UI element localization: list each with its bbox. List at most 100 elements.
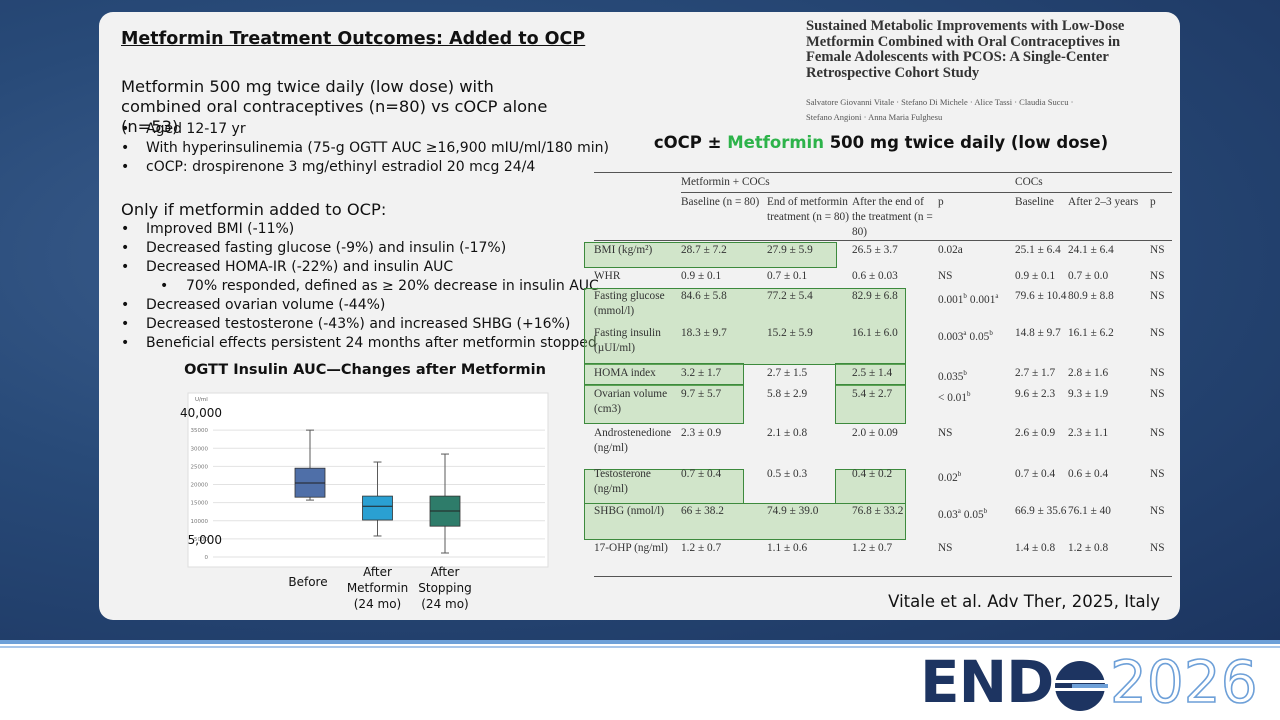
table-cell: 2.8 ± 1.6	[1068, 366, 1109, 379]
y-tick-label: 35000	[191, 428, 209, 434]
bullet-dot: •	[121, 335, 130, 351]
p-sup: b	[963, 368, 967, 377]
table-cell: NS	[1150, 269, 1165, 282]
x-tick-label: Before	[288, 575, 328, 589]
p-part: 0.001a	[970, 289, 999, 308]
table-cell: 2.7 ± 1.5	[767, 366, 808, 379]
table-cell: 77.2 ± 5.4	[767, 289, 813, 302]
x-tick-label: After Metformin (24 mo)	[346, 565, 409, 611]
bullet-dot: •	[121, 221, 130, 237]
p-value: 0.035b	[938, 364, 1009, 385]
table-row: Ovarian volume (cm3) 9.7 ± 5.7 5.8 ± 2.9 5.…	[594, 385, 1172, 424]
table-row: BMI (kg/m²) 28.7 ± 7.2 27.9 ± 5.9 26.5 ± 3.…	[594, 241, 1172, 267]
table-row: 17-OHP (ng/ml) 1.2 ± 0.7 1.1 ± 0.6 1.2 ± 0.…	[594, 539, 1173, 577]
table-row: WHR 0.9 ± 0.1 0.7 ± 0.1 0.6 ± 0.03 NS 0.9 ± 0…	[594, 267, 1172, 287]
title-part: cOCP ±	[653, 133, 728, 152]
table-cell: 2.3 ± 1.1	[1068, 426, 1109, 439]
p-sup: b	[966, 389, 971, 398]
table-cell: 0.7 ± 0.4	[1015, 467, 1056, 480]
table-cell: NS	[1150, 504, 1165, 517]
table-cell: 0.7 ± 0.4	[681, 467, 722, 480]
table-cell: 0.7 ± 0.1	[767, 269, 808, 282]
bullet-dot: •	[121, 240, 130, 256]
x-tick-label: After Stopping (24 mo)	[418, 565, 472, 611]
row-label: Androstenedione (ng/ml)	[594, 426, 672, 454]
table-cell: 79.6 ± 10.4	[1015, 289, 1067, 302]
table-row: Testosterone (ng/ml) 0.7 ± 0.4 0.5 ± 0.3 0.…	[594, 465, 1172, 502]
row-label: SHBG (nmol/l)	[594, 504, 664, 517]
p-text: 0.05	[963, 508, 984, 521]
p-part: 0.02b	[938, 467, 961, 486]
table-cell: 1.2 ± 0.7	[852, 541, 893, 554]
table-row: Androstenedione (ng/ml) 2.3 ± 0.9 2.1 ± 0.…	[594, 424, 1172, 465]
bullet: Aged 12-17 yr	[146, 121, 246, 137]
band	[0, 640, 1280, 644]
row-label: 17-OHP (ng/ml)	[594, 541, 668, 554]
table-cell: 2.1 ± 0.8	[767, 426, 808, 439]
table-cell: 18.3 ± 9.7	[681, 326, 727, 339]
table-cell: 0.6 ± 0.4	[1068, 467, 1109, 480]
y-tick-label: 25000	[191, 464, 209, 470]
p-sup: a	[963, 328, 967, 337]
p-part: 0.035b	[938, 366, 967, 385]
table-cell: 28.7 ± 7.2	[681, 244, 727, 256]
bullet-dot: •	[121, 121, 130, 137]
row-label: Ovarian volume (cm3)	[594, 387, 668, 415]
table-cell: 2.5 ± 1.4	[852, 366, 893, 379]
highlight	[835, 363, 906, 386]
table-cell: 66 ± 38.2	[681, 504, 724, 517]
bullet-dot: •	[121, 316, 130, 332]
plot-area	[187, 392, 549, 568]
logo-year: 2026	[1109, 647, 1258, 717]
bullet-dot: •	[121, 159, 130, 175]
table-cell: 0.4 ± 0.2	[852, 467, 893, 480]
row-label: BMI (kg/m²)	[594, 244, 653, 256]
table-cell: 1.2 ± 0.7	[681, 541, 722, 554]
y-tick-label: 5000	[194, 537, 208, 543]
column-header: End of metformin treatment (n = 80)	[767, 196, 849, 223]
p-sup: a	[995, 291, 999, 300]
table-cell: NS	[938, 269, 953, 282]
table-row: HOMA index 3.2 ± 1.7 2.7 ± 1.5 2.5 ± 1.4 0.0…	[594, 364, 1172, 385]
table-cell: 1.1 ± 0.6	[767, 541, 808, 554]
table-cell: 16.1 ± 6.2	[1068, 326, 1114, 339]
heading: Only if metformin added to OCP:	[121, 200, 387, 219]
logo: END 2026	[920, 647, 1270, 717]
y-tick-label: 0	[205, 555, 209, 561]
bullet-dot: •	[121, 140, 130, 156]
p-part: 0.05b	[964, 504, 987, 523]
table-cell: 0.02a	[938, 244, 963, 256]
p-text: 0.05	[969, 330, 990, 343]
table-cell: 14.8 ± 9.7	[1015, 326, 1061, 339]
p-value: 0.001b 0.001a	[938, 287, 1009, 324]
table-cell: 2.0 ± 0.09	[852, 426, 898, 439]
bullet: With hyperinsulinemia (75-g OGTT AUC ≥16…	[146, 140, 609, 156]
column-header: Baseline (n = 80)	[681, 196, 760, 208]
table-row: SHBG (nmol/l) 66 ± 38.2 74.9 ± 39.0 76.8 ± …	[594, 502, 1172, 539]
table-cell: 3.2 ± 1.7	[681, 366, 722, 379]
p-text: 0.03	[938, 508, 958, 521]
annotation: 5,000	[188, 533, 222, 547]
highlight	[584, 384, 744, 424]
p-value: 0.02b	[938, 465, 1009, 502]
p-value: 0.003a 0.05b	[938, 324, 1009, 364]
table-cell: NS	[1150, 366, 1165, 379]
p-text: 0.003	[938, 330, 964, 343]
table-cell: 9.7 ± 5.7	[681, 387, 722, 400]
bullet-dot: •	[121, 297, 130, 313]
p-part: < 0.01b	[938, 387, 970, 406]
band	[0, 646, 1280, 648]
table-cell: 0.9 ± 0.1	[1015, 269, 1056, 282]
highlight	[584, 363, 744, 386]
bullet: cOCP: drospirenone 3 mg/ethinyl estradio…	[146, 159, 536, 175]
table-cell: 9.3 ± 1.9	[1068, 387, 1109, 400]
highlight	[584, 469, 744, 504]
table-cell: 5.4 ± 2.7	[852, 387, 893, 400]
y-tick-label: 10000	[191, 519, 209, 525]
highlight	[835, 469, 906, 504]
p-part: 0.003a	[938, 326, 967, 345]
table-cell: 25.1 ± 6.4	[1015, 244, 1061, 256]
highlight	[584, 242, 837, 268]
